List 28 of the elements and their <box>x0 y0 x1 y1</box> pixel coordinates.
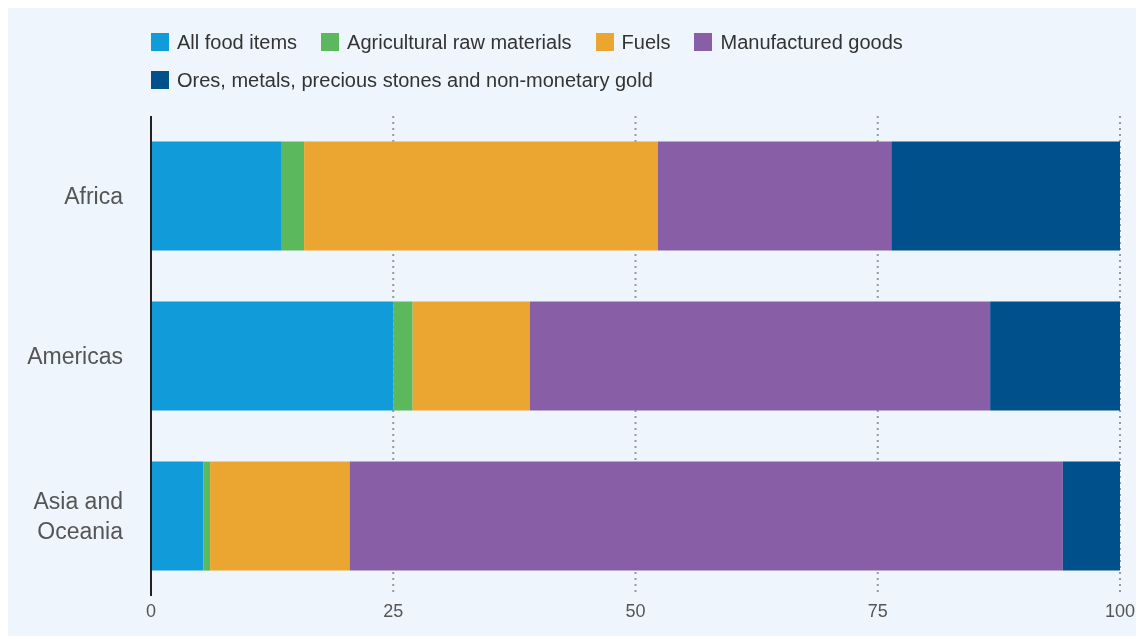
legend-label: Ores, metals, precious stones and non-monetary gold <box>177 68 653 92</box>
bar <box>151 461 204 571</box>
y-tick-label: Africa <box>64 183 124 209</box>
legend-label: Agricultural raw materials <box>347 30 572 54</box>
x-tick-label: 100 <box>1104 600 1136 621</box>
bar <box>1062 461 1120 571</box>
x-tick-label: 75 <box>867 600 888 621</box>
legend-label: Fuels <box>621 30 671 54</box>
x-tick-label: 50 <box>625 600 646 621</box>
bar <box>891 141 1120 251</box>
bar <box>990 301 1120 411</box>
bar <box>210 461 350 571</box>
bar <box>529 301 991 411</box>
bar <box>281 141 305 251</box>
legend-label: Manufactured goods <box>720 30 903 54</box>
y-tick-label: Americas <box>27 343 123 369</box>
bar <box>393 301 413 411</box>
bar <box>203 461 211 571</box>
bar <box>657 141 892 251</box>
bar <box>151 141 282 251</box>
bar <box>349 461 1063 571</box>
x-tick-label: 25 <box>383 600 404 621</box>
legend-label: All food items <box>177 30 298 54</box>
bar <box>151 301 394 411</box>
bar <box>412 301 530 411</box>
x-tick-label: 0 <box>145 600 157 621</box>
bar <box>304 141 658 251</box>
y-tick-label: Asia and Oceania <box>33 488 124 544</box>
